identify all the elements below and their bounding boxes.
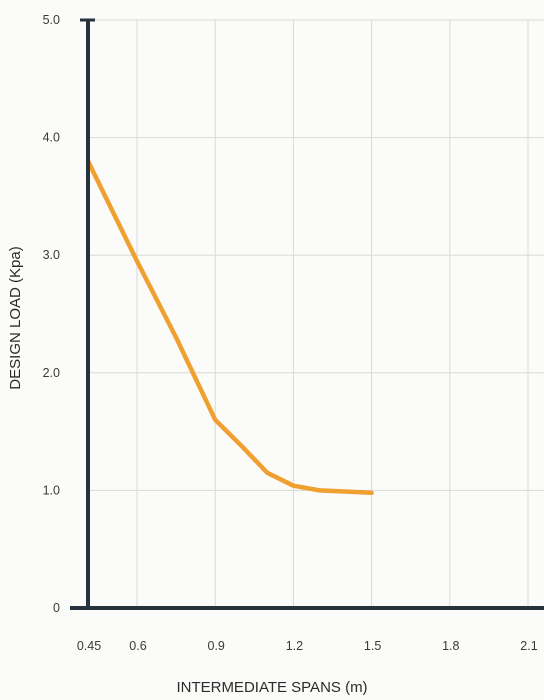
x-tick-label: 1.2 [286, 639, 303, 653]
tick-labels: 0 1.0 2.0 3.0 4.0 5.0 0.45 0.6 0.9 1.2 1.5 1.8 2.1 [43, 13, 538, 653]
y-tick-label: 4.0 [43, 131, 60, 145]
x-tick-label: 1.8 [442, 639, 459, 653]
y-tick-label: 3.0 [43, 248, 60, 262]
series-line [85, 158, 374, 496]
x-tick-label: 0.9 [208, 639, 225, 653]
x-tick-label: 0.6 [129, 639, 146, 653]
x-tick-label: 0.45 [77, 639, 101, 653]
y-tick-label: 5.0 [43, 13, 60, 27]
x-axis-title: INTERMEDIATE SPANS (m) [176, 679, 367, 696]
x-tick-label: 2.1 [520, 639, 537, 653]
y-tick-label: 0 [53, 601, 60, 615]
y-tick-label: 2.0 [43, 366, 60, 380]
axes [70, 18, 544, 610]
y-tick-label: 1.0 [43, 483, 60, 497]
series-lines [85, 158, 374, 496]
grid-lines [88, 19, 544, 608]
y-axis-title: DESIGN LOAD (Kpa) [7, 246, 24, 389]
x-tick-label: 1.5 [364, 639, 381, 653]
